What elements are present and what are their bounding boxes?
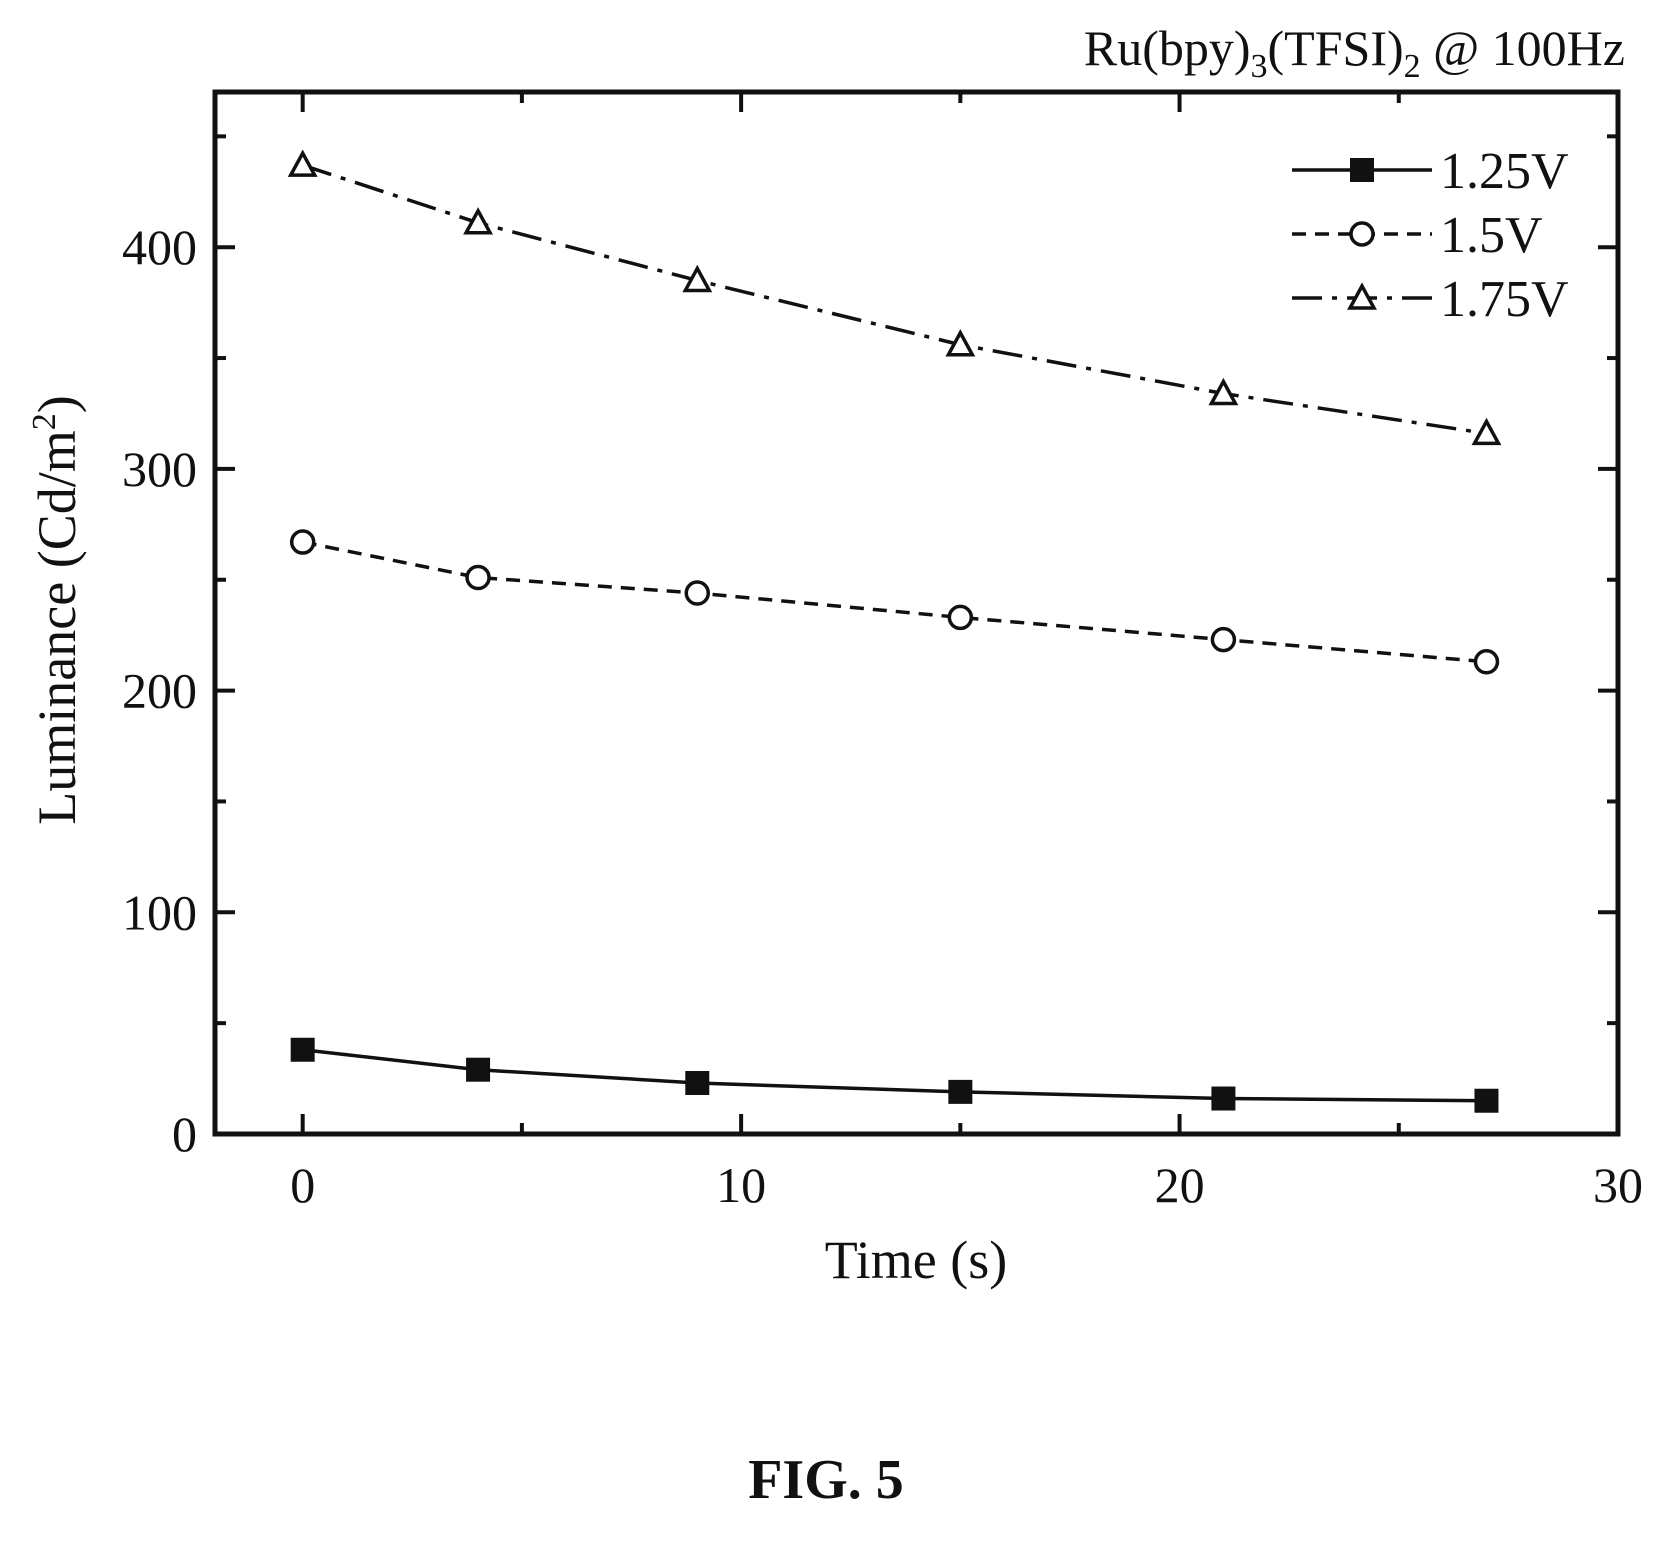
data-point-marker	[682, 264, 713, 293]
data-point-marker	[287, 149, 318, 177]
data-point-marker	[947, 604, 974, 631]
x-tick-label: 0	[290, 1157, 315, 1213]
data-point-marker	[1208, 377, 1239, 406]
data-point-marker	[463, 207, 494, 235]
y-tick-label: 300	[122, 441, 197, 497]
chart-title: Ru(bpy)3(TFSI)2 @ 100Hz	[1084, 20, 1625, 85]
y-axis-title: Luminance (Cd/m2)	[26, 395, 87, 824]
data-point-marker	[1471, 417, 1502, 446]
legend-marker-1	[1349, 221, 1375, 247]
y-tick-label: 200	[122, 663, 197, 719]
data-point-marker	[1474, 1088, 1499, 1113]
data-point-marker	[948, 1079, 973, 1104]
series-line-0	[302, 1048, 1487, 1103]
x-tick-label: 20	[1155, 1157, 1205, 1213]
x-axis-title: Time (s)	[825, 1230, 1008, 1290]
y-tick-label: 0	[172, 1106, 197, 1162]
data-point-marker	[945, 329, 976, 357]
legend-label-1: 1.5V	[1440, 207, 1543, 264]
data-point-marker	[1473, 649, 1500, 675]
y-tick-label: 100	[122, 884, 197, 940]
data-point-marker	[685, 1071, 710, 1096]
axis-ticks	[215, 92, 1620, 1136]
legend-label-0: 1.25V	[1440, 143, 1569, 200]
legend-label-2: 1.75V	[1440, 271, 1569, 328]
series-line-2	[302, 163, 1487, 436]
plot-area-frame	[212, 89, 1621, 1137]
legend: 1.25V 1.5V 1.75V	[1292, 143, 1569, 328]
data-point-marker	[1210, 626, 1237, 653]
legend-marker-2	[1347, 282, 1377, 310]
series-lines	[302, 163, 1487, 1103]
data-point-marker	[289, 529, 316, 555]
data-point-marker	[466, 1057, 491, 1082]
data-point-marker	[684, 580, 711, 606]
x-tick-label: 10	[716, 1157, 766, 1213]
y-tick-label: 400	[122, 219, 197, 275]
series-line-1	[302, 540, 1487, 664]
legend-marker-0	[1350, 158, 1374, 182]
data-point-marker	[1211, 1086, 1236, 1111]
data-point-marker	[465, 564, 491, 591]
x-tick-label: 30	[1593, 1157, 1643, 1213]
series-markers	[287, 149, 1502, 1113]
data-point-marker	[290, 1037, 315, 1062]
figure-label: FIG. 5	[748, 1449, 904, 1511]
